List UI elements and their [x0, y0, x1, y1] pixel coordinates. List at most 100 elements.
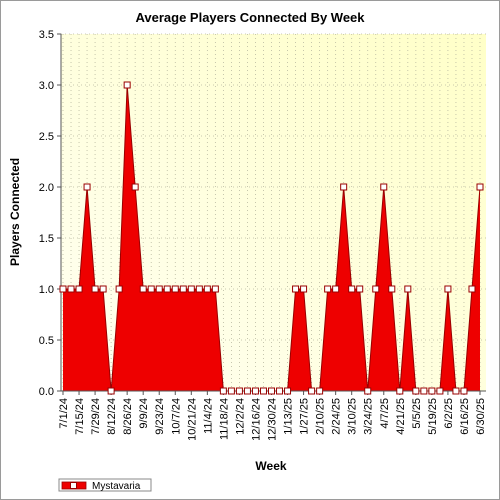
data-point-marker — [75, 285, 83, 293]
x-tick-label: 10/7/24 — [170, 398, 182, 435]
x-tick-label: 12/16/24 — [250, 398, 262, 441]
data-point-marker — [203, 285, 211, 293]
data-point-marker — [59, 285, 67, 293]
grid-lines — [61, 33, 486, 391]
x-tick-label: 3/24/25 — [363, 398, 375, 435]
data-point-marker — [139, 285, 147, 293]
x-tick-label: 5/5/25 — [411, 398, 423, 429]
data-point-marker — [316, 387, 324, 395]
y-tick-label: 3.0 — [39, 80, 54, 92]
data-point-marker — [99, 285, 107, 293]
data-point-marker — [131, 183, 139, 191]
data-point-marker — [428, 387, 436, 395]
data-point-marker — [404, 285, 412, 293]
data-point-marker — [219, 387, 227, 395]
x-tick-label: 8/26/24 — [122, 398, 134, 435]
data-point-marker — [268, 387, 275, 395]
data-markers — [59, 81, 484, 395]
data-point-marker — [332, 285, 340, 293]
x-tick-label: 7/29/24 — [90, 398, 102, 435]
data-point-marker — [227, 387, 235, 395]
x-tick-label: 1/13/25 — [283, 398, 295, 435]
data-point-marker — [67, 285, 75, 293]
data-point-marker — [436, 387, 444, 395]
data-point-marker — [388, 285, 396, 293]
y-tick-label: 3.5 — [39, 29, 54, 41]
data-point-marker — [123, 81, 131, 89]
y-tick-label: 0.0 — [39, 386, 54, 398]
data-point-marker — [235, 387, 243, 395]
x-tick-label: 1/27/25 — [299, 398, 311, 435]
data-point-marker — [243, 387, 251, 395]
x-tick-label: 9/23/24 — [154, 398, 166, 435]
x-tick-label: 6/2/25 — [443, 398, 455, 429]
y-tick-label: 1.5 — [39, 233, 54, 245]
data-point-marker — [211, 285, 219, 293]
x-tick-label: 7/15/24 — [74, 398, 86, 435]
data-point-marker — [396, 387, 404, 395]
data-point-marker — [179, 285, 187, 293]
data-point-marker — [259, 387, 267, 395]
data-point-marker — [444, 285, 452, 293]
data-point-marker — [83, 183, 91, 191]
data-point-marker — [163, 285, 171, 293]
data-point-marker — [412, 387, 420, 395]
x-tick-label: 7/1/24 — [58, 398, 70, 429]
data-point-marker — [340, 183, 348, 191]
data-point-marker — [284, 387, 292, 395]
data-point-marker — [115, 285, 123, 293]
data-point-marker — [308, 387, 316, 395]
x-tick-label: 3/10/25 — [347, 398, 359, 435]
x-tick-label: 12/2/24 — [234, 398, 246, 435]
data-point-marker — [187, 285, 195, 293]
data-point-marker — [348, 285, 356, 293]
data-point-marker — [155, 285, 163, 293]
y-tick-label: 0.5 — [39, 335, 54, 347]
x-tick-label: 11/4/24 — [202, 398, 214, 434]
data-point-marker — [380, 183, 388, 191]
x-tick-label: 4/21/25 — [395, 398, 407, 435]
data-point-marker — [372, 285, 380, 293]
data-point-marker — [468, 285, 476, 293]
data-point-marker — [476, 183, 484, 191]
y-tick-label: 2.5 — [39, 131, 54, 143]
y-tick-label: 2.0 — [39, 182, 54, 194]
legend-marker — [70, 482, 77, 489]
data-point-marker — [324, 285, 332, 293]
data-point-marker — [276, 387, 284, 395]
x-tick-label: 4/7/25 — [379, 398, 391, 429]
data-point-marker — [171, 285, 179, 293]
x-tick-label: 8/12/24 — [106, 398, 118, 435]
x-tick-labels: 7/1/24 7/15/24 7/29/24 8/12/24 8/26/24 9/9/24… — [58, 391, 487, 441]
y-tick-labels: 0.0 0.5 1.0 1.5 2.0 2.5 3.0 3.5 — [39, 29, 61, 398]
x-tick-label: 6/16/25 — [459, 398, 471, 435]
chart-title: Average Players Connected By Week — [135, 10, 365, 25]
data-point-marker — [452, 387, 460, 395]
data-point-marker — [364, 387, 372, 395]
x-tick-label: 2/10/25 — [315, 398, 327, 435]
data-point-marker — [251, 387, 259, 395]
legend: Mystavaria — [58, 478, 152, 492]
x-tick-label: 11/18/24 — [218, 398, 230, 440]
data-point-marker — [147, 285, 155, 293]
y-tick-label: 1.0 — [39, 284, 54, 296]
data-point-marker — [460, 387, 468, 395]
data-point-marker — [300, 285, 308, 293]
data-point-marker — [195, 285, 203, 293]
data-point-marker — [107, 387, 115, 395]
y-axis-title: Players Connected — [8, 158, 22, 266]
data-point-marker — [91, 285, 99, 293]
data-point-marker — [292, 285, 300, 293]
legend-label: Mystavaria — [92, 481, 141, 492]
x-tick-label: 9/9/24 — [138, 398, 150, 429]
series-area-fill — [63, 85, 480, 391]
x-tick-label: 2/24/25 — [331, 398, 343, 435]
x-tick-label: 6/30/25 — [475, 398, 487, 435]
data-point-marker — [356, 285, 364, 293]
x-tick-label: 12/30/24 — [267, 398, 279, 441]
x-tick-label: 10/21/24 — [186, 398, 198, 441]
x-tick-label: 5/19/25 — [427, 398, 439, 435]
x-axis-title: Week — [255, 459, 286, 473]
data-point-marker — [420, 387, 428, 395]
